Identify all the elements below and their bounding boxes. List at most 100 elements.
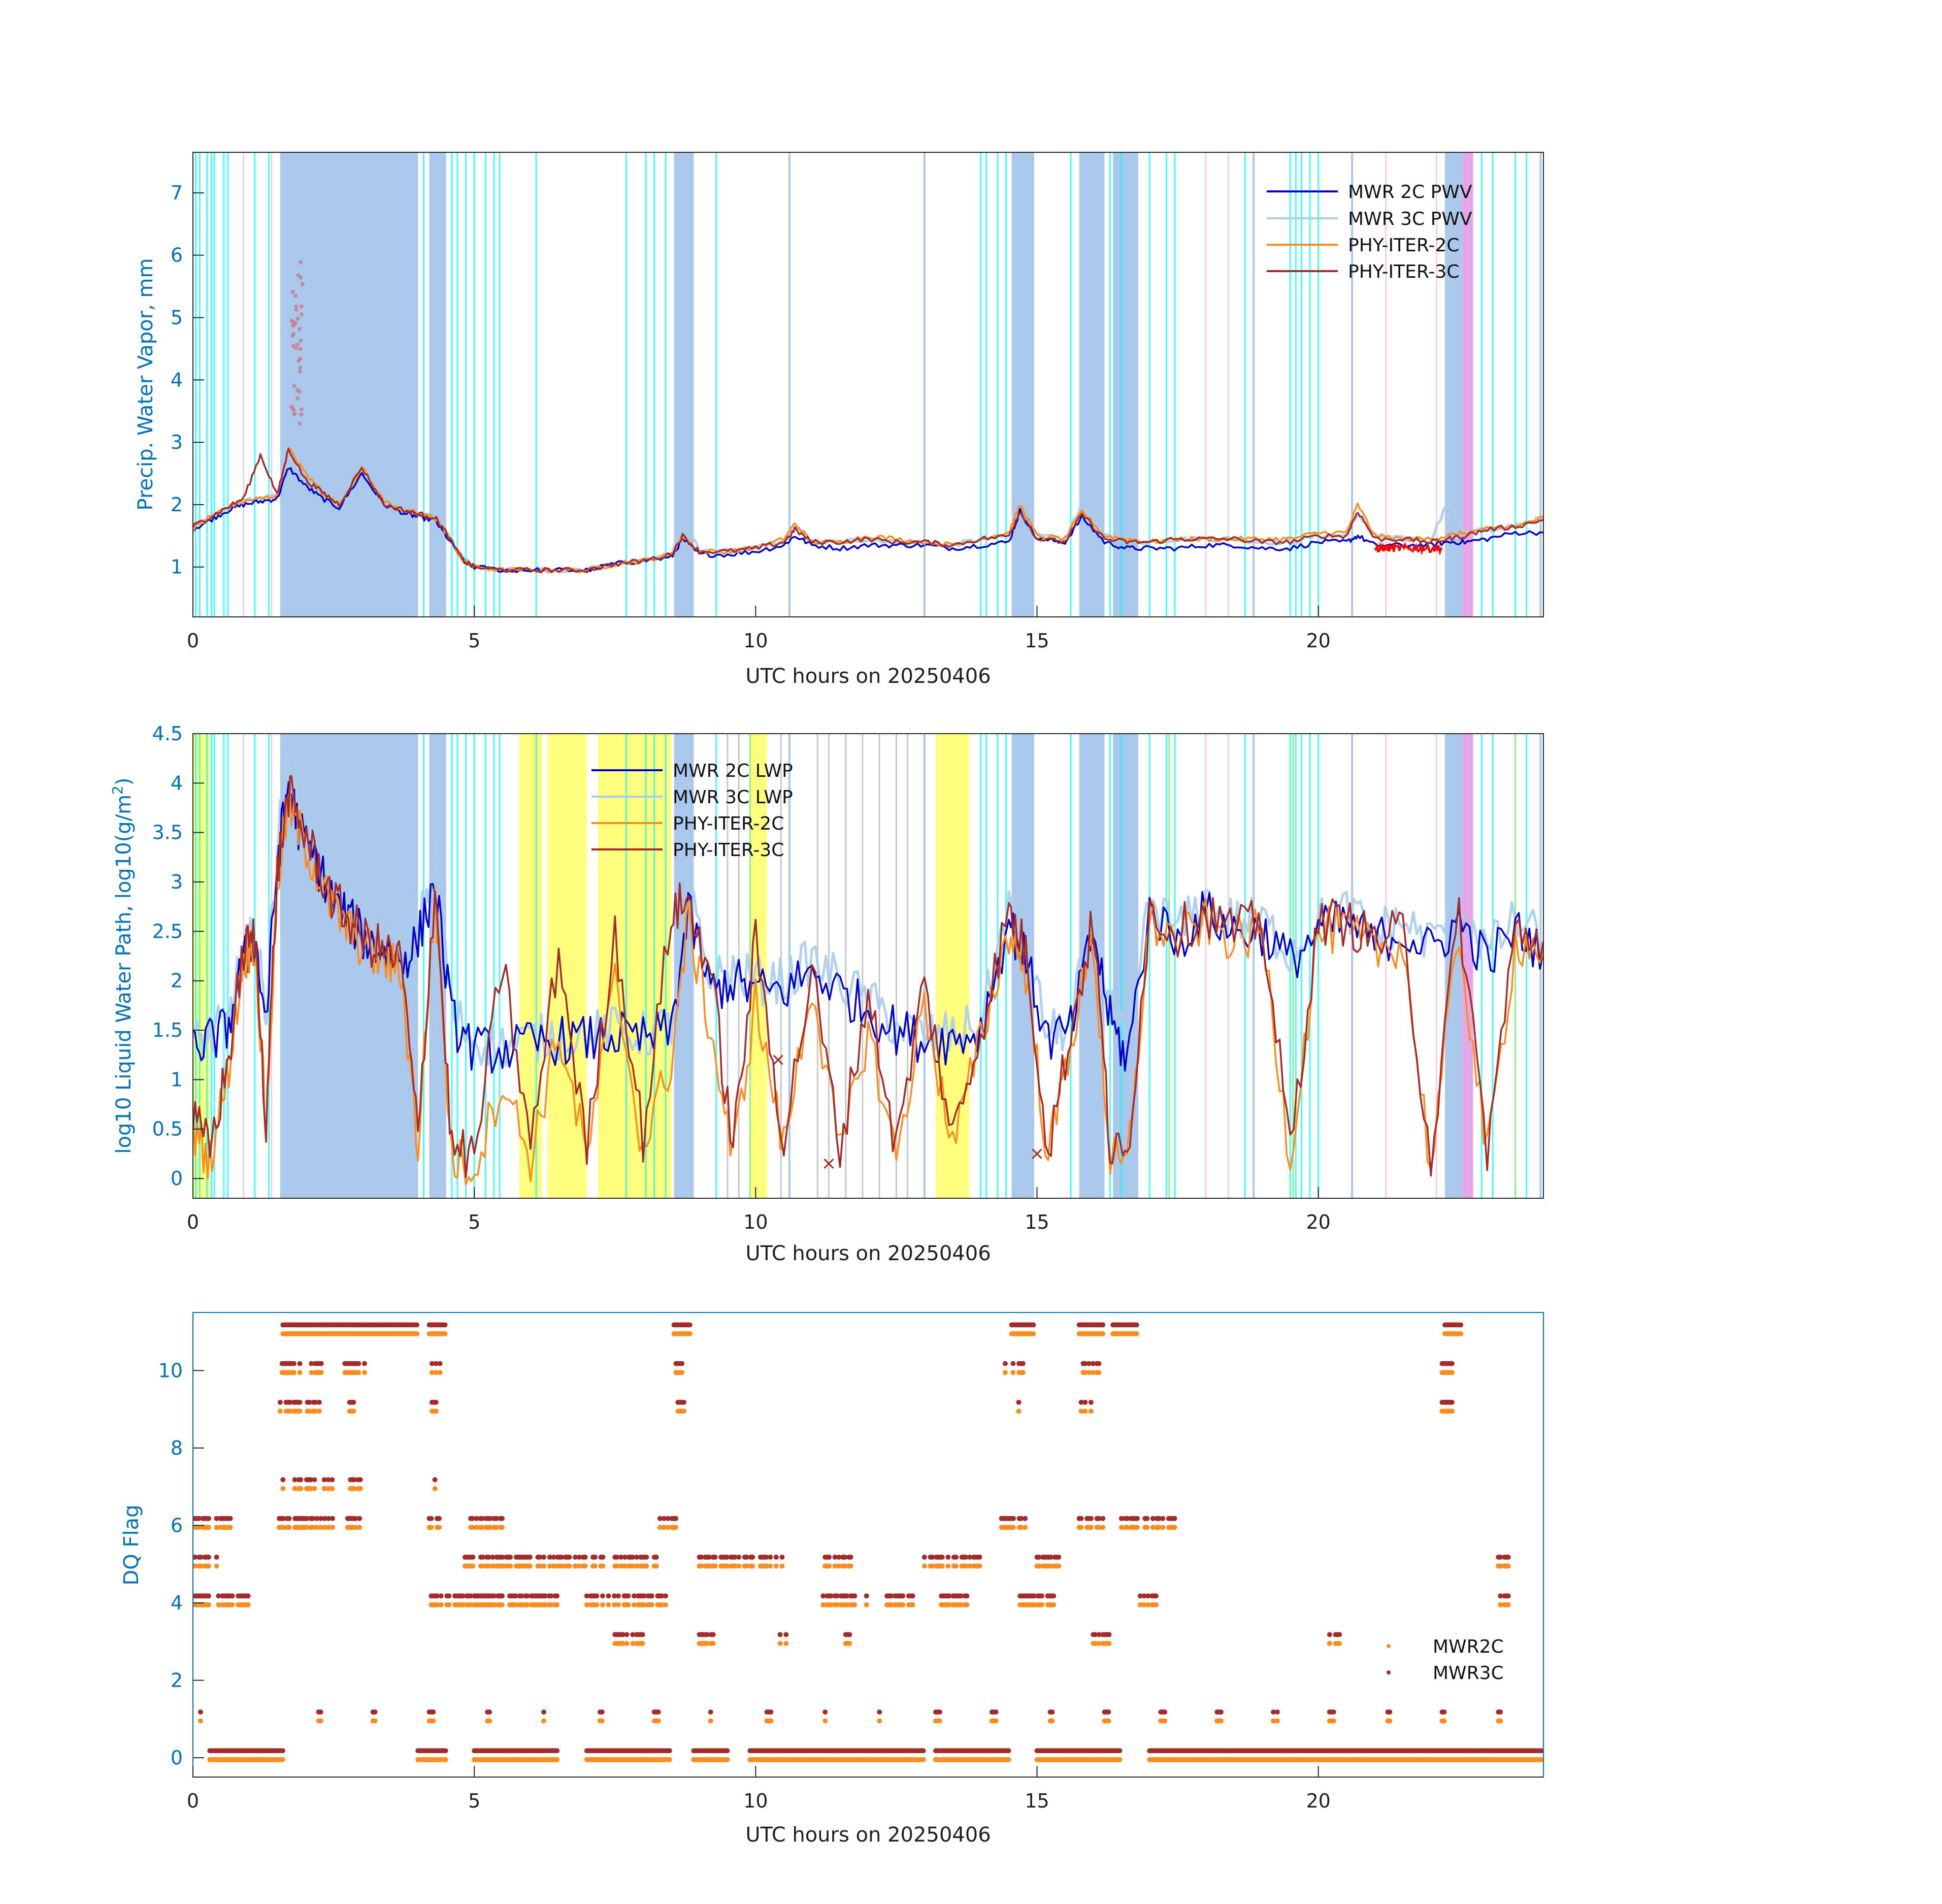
dq-point-mwr2c xyxy=(206,1602,211,1607)
dq-point-mwr2c xyxy=(438,1602,444,1607)
dq-point-mwr2c xyxy=(582,1563,588,1569)
dq-point-mwr2c xyxy=(470,1563,476,1569)
pwv-spike-point xyxy=(299,338,303,343)
dq-point-mwr2c xyxy=(641,1602,647,1607)
dq-point-mwr2c xyxy=(481,1602,487,1607)
dq-point-mwr3c xyxy=(206,1593,211,1599)
dq-point-mwr3c xyxy=(618,1554,623,1560)
lwp-ytick-label: 1.5 xyxy=(152,1019,183,1041)
dq-point-mwr3c xyxy=(446,1593,452,1599)
dq-point-mwr2c xyxy=(848,1563,853,1569)
dq-point-mwr3c xyxy=(612,1593,617,1599)
dq-point-mwr3c xyxy=(475,1593,481,1599)
dq-point-mwr3c xyxy=(1100,1322,1106,1328)
dq-point-mwr2c xyxy=(435,1602,440,1607)
dq-point-mwr3c xyxy=(946,1593,952,1599)
dq-point-mwr2c xyxy=(330,1525,335,1530)
dq-point-mwr3c xyxy=(655,1709,661,1715)
lwp-xtick-label: 20 xyxy=(1306,1211,1330,1233)
pwv-ytick-label: 1 xyxy=(171,556,183,578)
pwv-spike-point xyxy=(299,260,303,265)
dq-point-mwr2c xyxy=(297,1370,303,1375)
dq-point-mwr2c xyxy=(1144,1525,1150,1530)
dq-point-mwr2c xyxy=(198,1563,204,1569)
dq-point-mwr3c xyxy=(1082,1361,1088,1366)
lwp-yellow-band xyxy=(519,734,542,1198)
dq-point-mwr3c xyxy=(834,1593,840,1599)
dq-point-mwr2c xyxy=(649,1602,654,1607)
dq-point-mwr3c xyxy=(527,1554,533,1560)
dq-point-mwr3c xyxy=(1048,1554,1054,1560)
dq-point-mwr2c xyxy=(661,1525,667,1530)
dq-point-mwr2c xyxy=(1172,1525,1177,1530)
dq-ytick-label: 0 xyxy=(171,1747,183,1769)
dq-point-mwr3c xyxy=(937,1709,942,1715)
dq-point-mwr2c xyxy=(736,1563,742,1569)
dq-point-mwr3c xyxy=(353,1516,358,1521)
dq-point-mwr2c xyxy=(314,1525,319,1530)
dq-point-mwr2c xyxy=(277,1408,283,1414)
dq-point-mwr3c xyxy=(216,1593,221,1599)
dq-point-mwr3c xyxy=(493,1516,499,1521)
dq-point-mwr3c xyxy=(1498,1593,1503,1599)
dq-point-mwr3c xyxy=(1006,1748,1011,1754)
dq-point-mwr3c xyxy=(460,1593,466,1599)
pwv-spike-point xyxy=(295,342,300,347)
dq-point-mwr3c xyxy=(665,1516,671,1521)
lwp-legend-phy2c: PHY-ITER-2C xyxy=(673,813,784,834)
pwv-spike-point xyxy=(290,334,295,338)
dq-point-mwr2c xyxy=(291,1370,297,1375)
dq-point-mwr2c xyxy=(655,1718,661,1724)
lwp-legend-mwr3c: MWR 3C LWP xyxy=(673,787,793,808)
dq-point-mwr3c xyxy=(298,1477,304,1483)
dq-point-mwr2c xyxy=(877,1718,882,1724)
dq-point-mwr2c xyxy=(1016,1408,1022,1414)
dq-point-mwr2c xyxy=(547,1563,552,1569)
dq-point-mwr2c xyxy=(1125,1525,1130,1530)
dq-point-mwr2c xyxy=(1039,1602,1044,1607)
dq-point-mwr3c xyxy=(653,1554,659,1560)
dq-point-mwr3c xyxy=(480,1516,485,1521)
dq-point-mwr3c xyxy=(198,1709,203,1715)
dq-point-mwr2c xyxy=(356,1370,361,1375)
dq-point-mwr3c xyxy=(1018,1516,1024,1521)
dq-point-mwr2c xyxy=(486,1563,491,1569)
pwv-series-phy2c xyxy=(193,447,1543,574)
pwv-spike-point xyxy=(299,412,304,417)
dq-point-mwr2c xyxy=(325,1486,331,1491)
dq-point-mwr2c xyxy=(330,1486,335,1491)
dq-point-mwr2c xyxy=(1449,1370,1455,1375)
dq-point-mwr3c xyxy=(630,1632,636,1637)
dq-point-mwr3c xyxy=(356,1361,361,1366)
dq-point-mwr3c xyxy=(659,1593,665,1599)
dq-point-mwr2c xyxy=(499,1602,505,1607)
dq-point-mwr2c xyxy=(1097,1640,1102,1646)
dq-point-mwr3c xyxy=(513,1593,518,1599)
pwv-spike-point xyxy=(291,319,295,324)
pwv-spike-point xyxy=(299,312,304,317)
dq-point-mwr2c xyxy=(1011,1525,1016,1530)
pwv-ytick-label: 7 xyxy=(171,182,183,204)
dq-point-mwr3c xyxy=(291,1361,297,1366)
dq-ytick-label: 10 xyxy=(158,1359,183,1382)
dq-point-mwr2c xyxy=(624,1640,630,1646)
dq-point-mwr2c xyxy=(712,1563,718,1569)
lwp-cross-marker xyxy=(773,1055,783,1065)
pwv-plot-area xyxy=(193,152,1543,617)
dq-xtick-label: 15 xyxy=(1025,1790,1049,1812)
pwv-series-mwr2c xyxy=(193,467,1543,574)
dq-point-mwr2c xyxy=(820,1602,826,1607)
pwv-legend-mwr2c: MWR 2C PWV xyxy=(1348,182,1472,203)
dq-point-mwr2c xyxy=(297,1408,303,1414)
lwp-y-ticks: 0 0.5 1 1.5 2 2.5 3 3.5 4 4.5 xyxy=(152,723,204,1190)
dq-point-mwr3c xyxy=(1144,1516,1150,1521)
lwp-ytick-label: 2.5 xyxy=(152,920,183,942)
dq-point-mwr3c xyxy=(1088,1516,1094,1521)
lwp-xtick-label: 5 xyxy=(468,1211,480,1233)
dq-legend-marker-2c xyxy=(1387,1644,1391,1648)
dq-point-mwr2c xyxy=(326,1525,332,1530)
dq-point-mwr3c xyxy=(357,1477,363,1483)
dq-point-mwr2c xyxy=(777,1640,783,1646)
dq-point-mwr3c xyxy=(626,1593,631,1599)
dq-point-mwr3c xyxy=(206,1516,211,1521)
